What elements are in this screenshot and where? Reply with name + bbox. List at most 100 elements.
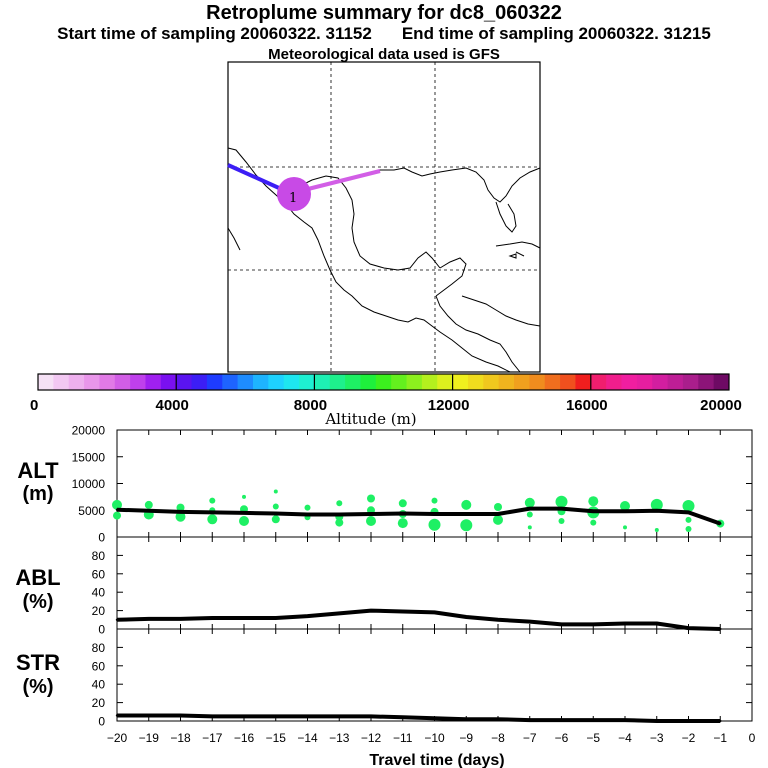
central-america-east xyxy=(461,295,541,327)
colorbar-swatch xyxy=(145,374,162,390)
series-point xyxy=(369,609,373,612)
colorbar-swatch xyxy=(406,374,423,390)
colorbar-swatch xyxy=(713,374,730,390)
y-tick-label: 15000 xyxy=(72,450,106,464)
colorbar-swatch xyxy=(160,374,177,390)
series-point xyxy=(338,612,341,615)
x-tick-label: −10 xyxy=(424,731,445,745)
series-point xyxy=(242,715,246,718)
central-america xyxy=(435,295,521,373)
colorbar-swatch xyxy=(329,374,346,390)
x-tick-label: −15 xyxy=(266,731,287,745)
trajectory-east xyxy=(299,169,381,193)
cluster-marker xyxy=(460,519,473,532)
colorbar-swatch xyxy=(544,374,561,390)
x-tick-label: −8 xyxy=(491,731,505,745)
colorbar-swatch xyxy=(191,374,208,390)
y-tick-label: 20 xyxy=(92,604,106,618)
series-point xyxy=(496,512,500,516)
cluster-marker xyxy=(558,518,565,524)
y-tick-label: 5000 xyxy=(78,504,105,518)
y-tick-label: 10000 xyxy=(72,477,106,491)
chart-title: Retroplume summary for dc8_060322 xyxy=(206,2,562,24)
x-tick-label: −19 xyxy=(139,731,160,745)
series-point xyxy=(465,718,468,721)
series-point xyxy=(179,714,182,717)
series-point xyxy=(465,615,468,619)
colorbar-swatch xyxy=(99,374,116,390)
cluster-marker xyxy=(685,516,692,523)
series-point xyxy=(655,719,658,723)
x-tick-label: −4 xyxy=(618,731,632,745)
series-point xyxy=(623,622,627,625)
cluster-marker xyxy=(113,511,121,520)
series-point xyxy=(687,719,690,723)
series-point xyxy=(115,714,119,717)
colorbar-swatch xyxy=(682,374,699,390)
panel-ylabel-unit: (m) xyxy=(22,483,53,505)
series-line xyxy=(117,713,721,723)
gulf-coast-west xyxy=(299,175,441,271)
x-tick-label: −17 xyxy=(202,731,223,745)
series-point xyxy=(274,512,277,515)
series-point xyxy=(179,617,182,621)
y-tick-label: 0 xyxy=(98,623,105,637)
plume-cluster-circle xyxy=(277,177,311,211)
series-point xyxy=(179,510,182,514)
x-tick-label: −3 xyxy=(650,731,664,745)
cluster-marker xyxy=(367,494,375,503)
time-series-panels: 05000100001500020000ALT(m)020406080ABL(%… xyxy=(15,424,755,746)
island xyxy=(508,253,517,259)
colorbar-swatch xyxy=(452,374,469,390)
series-point xyxy=(655,622,658,625)
colorbar-swatch xyxy=(68,374,85,390)
y-tick-label: 80 xyxy=(92,549,106,563)
series-point xyxy=(433,717,436,720)
series-line xyxy=(116,506,721,526)
sampling-times: Start time of sampling 20060322. 31152 En… xyxy=(0,24,768,44)
colorbar-swatch xyxy=(498,374,515,390)
y-tick-label: 40 xyxy=(92,586,106,600)
location-label: 1 xyxy=(289,191,297,206)
series-point xyxy=(369,512,373,516)
series-point xyxy=(274,616,277,620)
cluster-marker xyxy=(590,519,597,526)
series-point xyxy=(592,510,595,513)
x-tick-label: −18 xyxy=(170,731,191,745)
cluster-marker xyxy=(588,496,599,507)
colorbar-swatch xyxy=(652,374,669,390)
series-point xyxy=(719,719,722,723)
gulf-coast-north xyxy=(349,167,541,203)
series-point xyxy=(719,522,722,525)
y-tick-label: 0 xyxy=(98,531,105,545)
series-point xyxy=(115,618,119,621)
colorbar-swatch xyxy=(345,374,361,390)
y-tick-label: 20 xyxy=(92,696,106,710)
series-point xyxy=(433,512,436,516)
baja xyxy=(227,227,241,251)
cluster-marker xyxy=(207,514,218,525)
series-point xyxy=(211,715,214,718)
y-tick-label: 0 xyxy=(98,715,105,729)
x-tick-label: −2 xyxy=(682,731,696,745)
series-point xyxy=(433,611,436,614)
colorbar-swatch xyxy=(299,374,315,390)
colorbar-swatch xyxy=(206,374,223,390)
colorbar-tick-label: 8000 xyxy=(294,397,327,414)
colorbar-swatch xyxy=(421,374,438,390)
cluster-marker xyxy=(112,499,122,510)
x-tick-label: −11 xyxy=(393,731,413,745)
colorbar-swatch xyxy=(38,374,54,390)
cluster-marker xyxy=(428,518,441,531)
colorbar-swatch xyxy=(114,374,131,390)
series-point xyxy=(623,510,627,513)
x-tick-label: −20 xyxy=(107,731,128,745)
panel-ylabel: ALT xyxy=(17,458,59,483)
x-tick-label: −9 xyxy=(459,731,473,745)
cluster-marker xyxy=(431,497,438,504)
panel-alt: 0 5000 10000 15000 20000 ALT(m) xyxy=(17,424,753,545)
colorbar-swatch xyxy=(130,374,146,390)
map-panel: 1 xyxy=(227,61,541,373)
colorbar-swatch xyxy=(360,374,377,390)
cluster-marker xyxy=(273,489,278,494)
